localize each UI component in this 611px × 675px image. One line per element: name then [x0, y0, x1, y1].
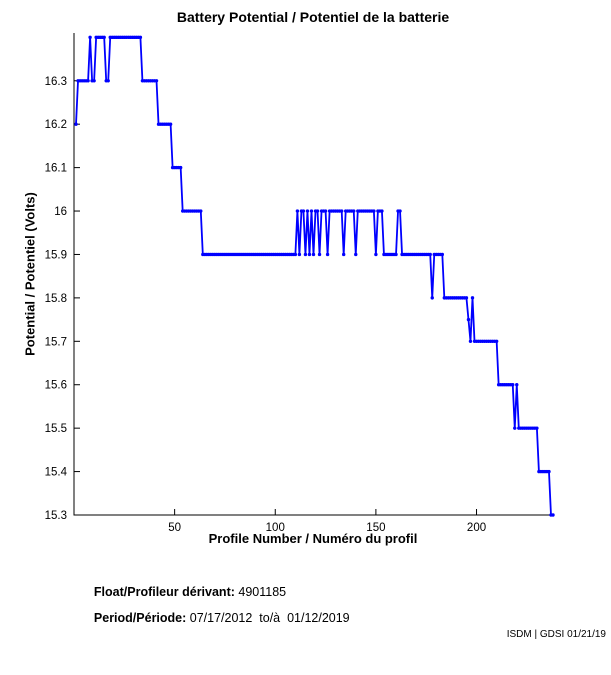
data-point-marker: [307, 252, 312, 257]
data-point-marker: [323, 209, 328, 213]
data-point-marker: [339, 209, 344, 213]
data-point-marker: [168, 122, 173, 126]
data-point-marker: [154, 79, 159, 83]
y-tick-label: 16.2: [45, 119, 67, 131]
data-point-marker: [372, 209, 376, 213]
data-point-marker: [309, 209, 314, 213]
data-point-marker: [513, 426, 517, 430]
data-point-marker: [178, 165, 183, 170]
data-point-marker: [341, 252, 346, 257]
data-point-marker: [535, 426, 539, 430]
data-line: [75, 36, 553, 516]
y-tick-label: 16: [54, 206, 67, 218]
data-point-marker: [325, 252, 330, 257]
data-point-marker: [515, 383, 519, 387]
data-point-marker: [295, 209, 300, 213]
period-line: Period/Période: 07/17/2012 to/à 01/12/20…: [80, 597, 350, 639]
data-point-marker: [374, 252, 378, 257]
data-point-marker: [511, 383, 515, 387]
data-point-marker: [380, 209, 384, 213]
data-point-marker: [88, 35, 92, 40]
data-point-marker: [138, 35, 143, 40]
period-value: 07/17/2012 to/à 01/12/2019: [186, 611, 350, 625]
data-point-marker: [551, 513, 555, 517]
y-tick-label: 15.5: [45, 423, 67, 435]
data-point-marker: [301, 209, 306, 213]
x-tick-label: 200: [467, 522, 486, 534]
data-point-marker: [440, 252, 445, 257]
data-point-marker: [468, 339, 473, 344]
data-point-marker: [464, 296, 469, 300]
x-tick-label: 150: [366, 522, 385, 534]
data-point-marker: [311, 252, 316, 257]
data-point-marker: [352, 209, 356, 213]
data-point-marker: [74, 122, 78, 126]
data-point-marker: [102, 35, 106, 40]
data-point-marker: [92, 79, 96, 83]
data-point-marker: [398, 209, 402, 213]
y-tick-label: 15.4: [45, 467, 68, 479]
battery-potential-line-chart: 15.3 15.4 15.5 15.6 15.7 15.8 15.9 16 16.1 16.2 16…: [45, 33, 555, 534]
period-label: Period/Période:: [93, 611, 187, 625]
chart-title: Battery Potential / Potentiel de la batt…: [176, 9, 450, 25]
data-point-marker: [354, 252, 358, 257]
data-point-marker: [466, 317, 471, 322]
data-point-marker: [315, 209, 320, 213]
data-point-marker: [86, 79, 90, 83]
data-point-marker: [297, 252, 302, 257]
data-point-marker: [494, 339, 499, 344]
data-point-marker: [106, 79, 110, 83]
data-point-marker: [293, 252, 298, 257]
y-tick-label: 15.9: [45, 249, 67, 261]
y-tick-label: 16.3: [45, 76, 67, 88]
x-axis-label: Profile Number / Numéro du profil: [208, 531, 418, 546]
float-id-line: Float/Profileur dérivant: 4901185: [80, 571, 286, 613]
data-point-marker: [317, 252, 322, 257]
y-tick-label: 15.6: [45, 380, 67, 392]
axis-lines: [73, 33, 553, 516]
data-point-marker: [305, 209, 310, 213]
provenance-stamp: ISDM | GDSI 01/21/19: [506, 629, 606, 640]
y-tick-label: 15.3: [45, 510, 67, 522]
x-tick-label: 50: [168, 522, 181, 534]
data-point-marker: [303, 252, 308, 257]
x-tick-label: 100: [266, 522, 285, 534]
data-point-marker: [547, 469, 551, 474]
float-id-value: 4901185: [234, 585, 287, 599]
data-point-marker: [430, 296, 434, 300]
y-tick-label: 15.7: [45, 336, 67, 348]
data-point-marker: [199, 209, 203, 213]
float-id-label: Float/Profileur dérivant:: [93, 585, 235, 599]
y-tick-label: 15.8: [45, 293, 67, 305]
data-point-marker: [394, 252, 398, 257]
data-point-marker: [428, 252, 432, 257]
y-tick-label: 16.1: [45, 163, 67, 175]
data-point-marker: [470, 296, 475, 300]
